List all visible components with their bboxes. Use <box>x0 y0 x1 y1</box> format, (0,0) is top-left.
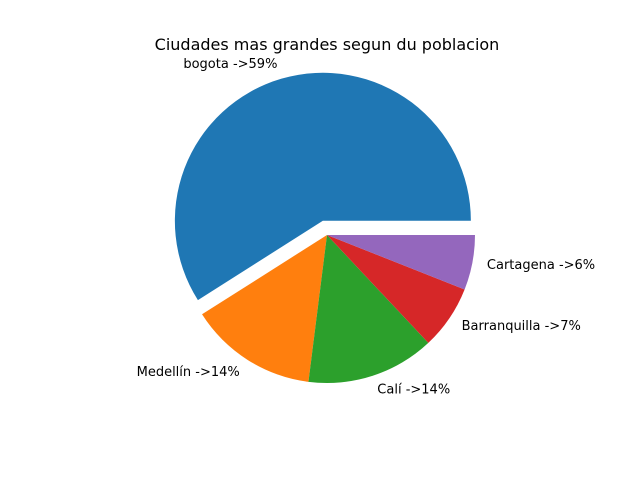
pie-label-medellín: Medellín ->14% <box>137 365 240 380</box>
chart-title: Ciudades mas grandes segun du poblacion <box>155 35 500 54</box>
pie-slice-medellín <box>202 235 327 382</box>
pie-slice-calí <box>308 235 429 383</box>
pie-slice-bogota <box>174 72 471 301</box>
pie-labels: bogota ->59% Medellín ->14% Calí ->14% Barr… <box>137 57 596 397</box>
pie-label-cartagena: Cartagena ->6% <box>487 258 595 273</box>
pie-slice-cartagena <box>327 235 475 290</box>
pie-label-bogota: bogota ->59% <box>183 57 277 72</box>
pie-label-barranquilla: Barranquilla ->7% <box>462 319 581 334</box>
pie-slice-barranquilla <box>327 235 465 343</box>
pie-label-calí: Calí ->14% <box>377 382 450 397</box>
pie-slices <box>174 72 475 383</box>
